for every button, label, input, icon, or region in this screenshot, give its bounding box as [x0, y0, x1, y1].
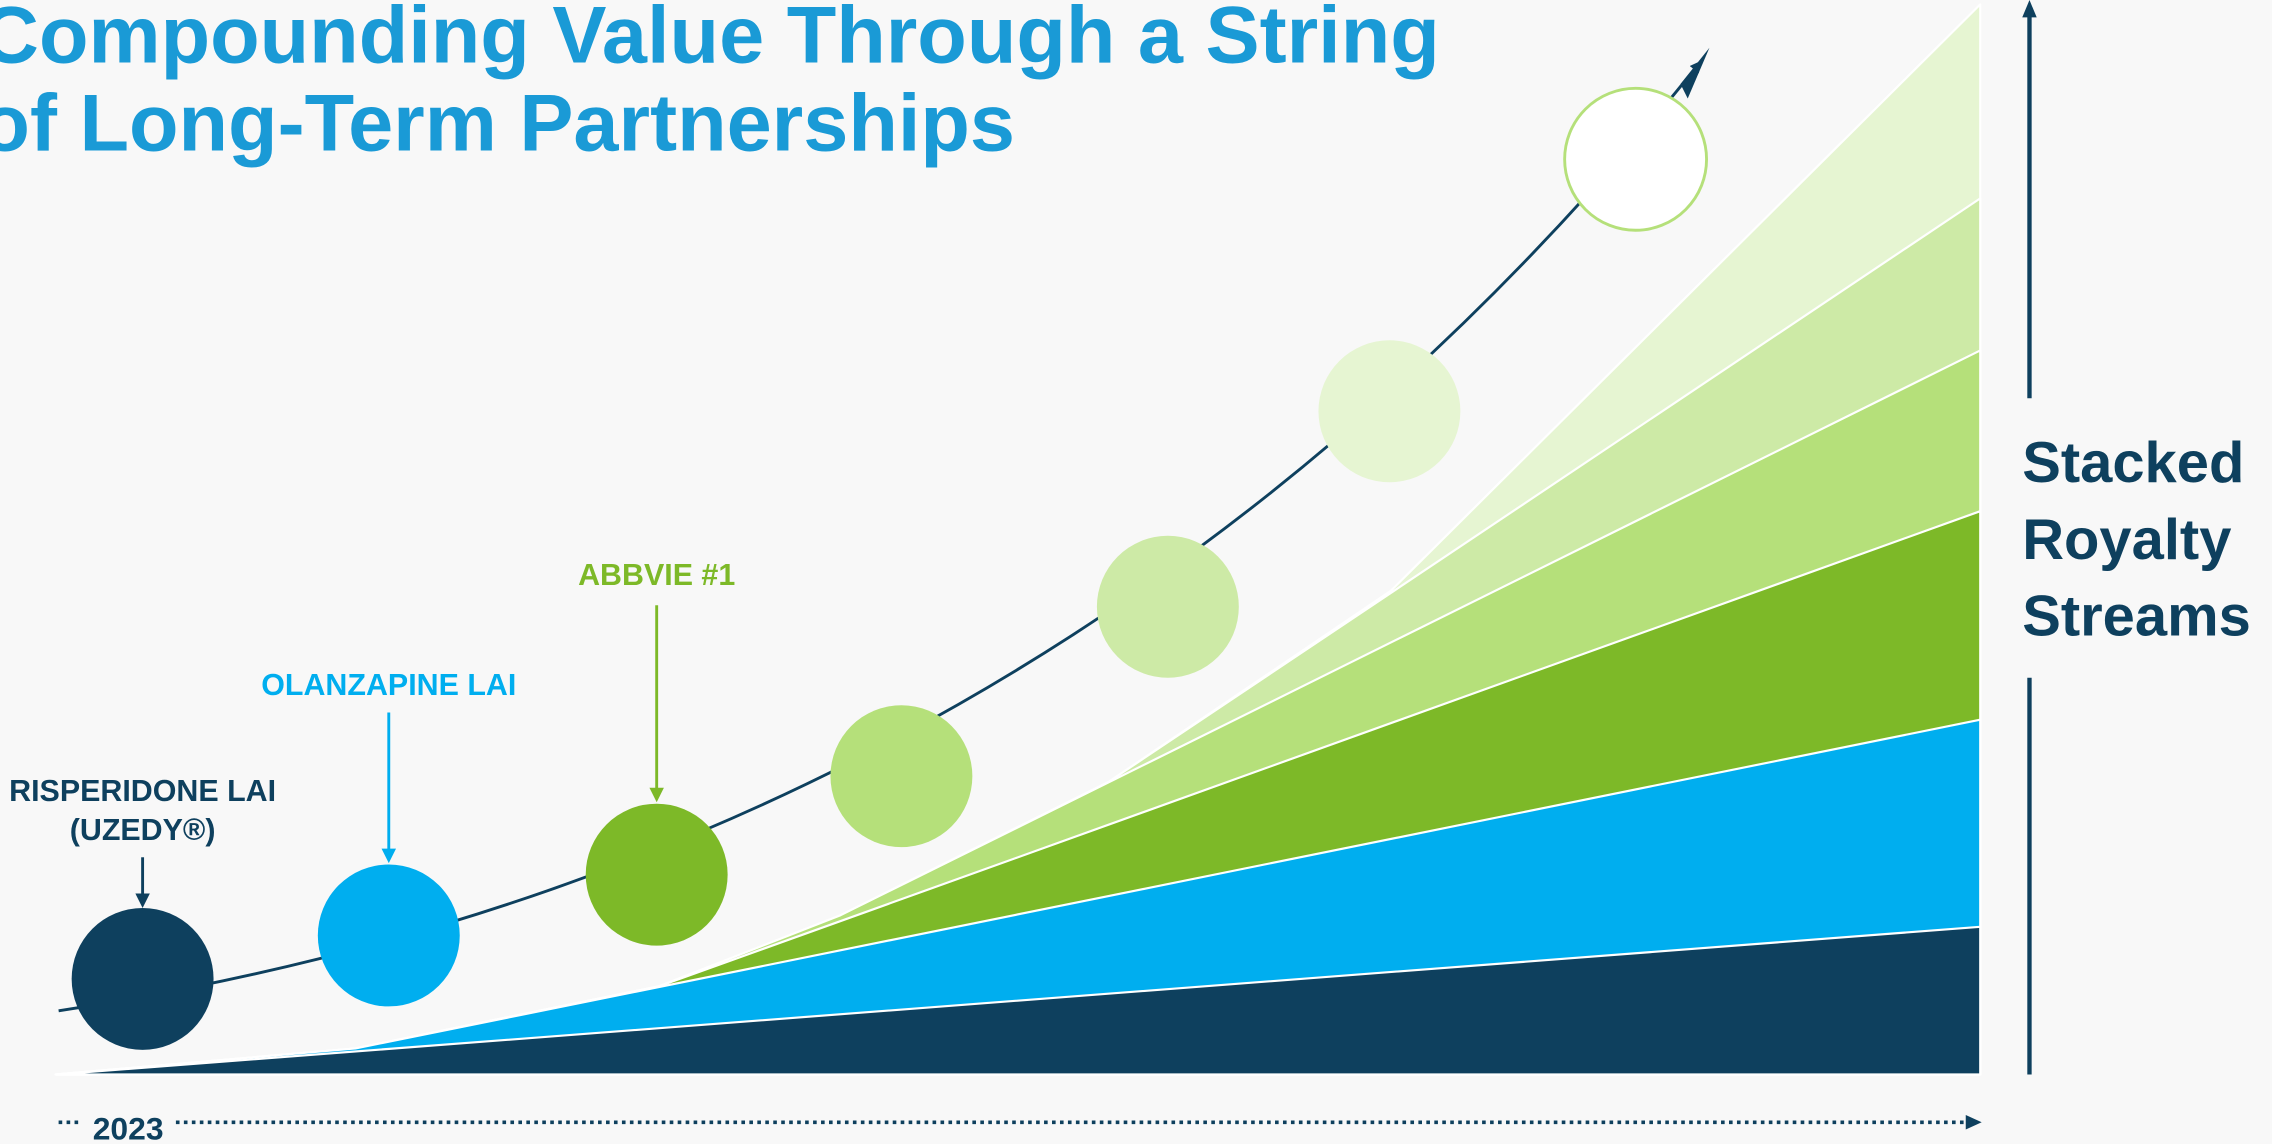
x-axis: 2023	[58, 1111, 1982, 1144]
area	[54, 925, 1982, 1076]
arrowhead	[2022, 0, 2037, 18]
arrowhead	[381, 848, 397, 864]
arrowhead	[649, 787, 664, 803]
partner-label: ABBVIE #1	[578, 558, 735, 592]
node	[1563, 86, 1708, 232]
axis-label: 2023	[93, 1111, 164, 1144]
partner-label: (UZEDY®)	[70, 813, 216, 847]
node	[830, 705, 973, 848]
pointers	[135, 605, 664, 908]
node	[585, 803, 728, 946]
axis-label: Stacked	[2022, 431, 2244, 495]
node	[317, 864, 460, 1007]
stacked-areas	[54, 3, 1982, 1076]
arrowhead	[1680, 47, 1710, 99]
arrowhead	[135, 893, 150, 908]
y-axis: Stacked Royalty Streams	[2022, 0, 2251, 1075]
axis-label: Royalty	[2022, 508, 2231, 572]
axis-label: Streams	[2022, 585, 2251, 649]
node	[71, 907, 214, 1050]
node	[1096, 535, 1239, 678]
title-line: of Long-Term Partnerships	[0, 79, 1015, 169]
node	[1318, 340, 1461, 483]
title-line: Compounding Value Through a String	[0, 0, 1440, 80]
partner-label: RISPERIDONE LAI	[9, 774, 276, 808]
arrowhead	[1965, 1115, 1982, 1130]
partner-label: OLANZAPINE LAI	[261, 668, 516, 702]
